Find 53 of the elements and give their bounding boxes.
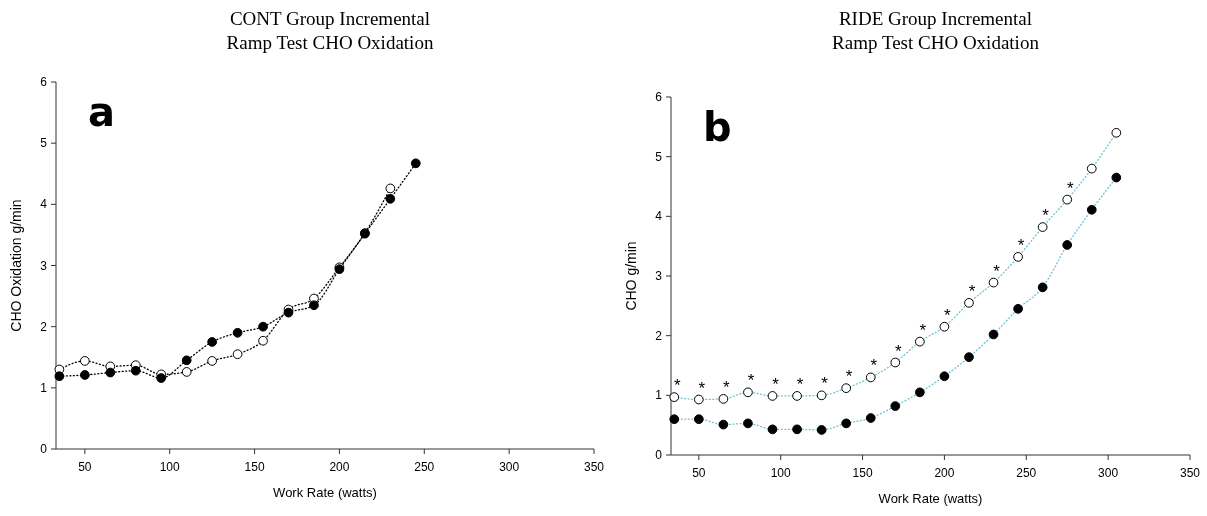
annotation: * <box>845 367 853 387</box>
annotation: * <box>772 374 780 394</box>
y-tick-label: 0 <box>40 442 48 456</box>
annotation: a <box>88 89 115 135</box>
x-tick-label: 300 <box>1098 466 1119 480</box>
x-tick-label: 200 <box>934 466 955 480</box>
x-tick-label: 350 <box>583 460 605 474</box>
y-axis-title: CHO g/min <box>623 241 639 311</box>
annotation: * <box>894 341 902 361</box>
x-tick-label: 50 <box>692 466 706 480</box>
y-tick-label: 2 <box>655 328 663 343</box>
y-tick-label: 3 <box>655 269 663 283</box>
annotation: * <box>1017 235 1025 255</box>
annotation: * <box>821 374 829 394</box>
y-tick-label: 6 <box>40 75 48 89</box>
chart-title: RIDE Group Incremental Ramp Test CHO Oxidation <box>832 8 1040 53</box>
y-tick-label: 3 <box>40 258 48 273</box>
annotation: * <box>870 356 878 376</box>
annotation: * <box>993 261 1001 281</box>
annotation: b <box>703 104 732 150</box>
annotation: * <box>673 376 681 396</box>
x-tick-label: 100 <box>159 460 181 474</box>
y-axis-title: CHO Oxidation g/min <box>8 199 24 332</box>
y-tick-label: 5 <box>655 149 663 164</box>
chart-title: CONT Group Incremental Ramp Test CHO Oxidation <box>226 8 434 53</box>
x-tick-label: 50 <box>78 460 92 474</box>
x-axis-title: Work Rate (watts) <box>878 491 983 506</box>
x-tick-label: 100 <box>770 466 792 480</box>
y-tick-label: 1 <box>655 388 663 403</box>
x-tick-label: 150 <box>244 460 265 474</box>
x-axis-title: Work Rate (watts) <box>273 485 377 500</box>
y-tick-label: 4 <box>655 209 663 224</box>
y-tick-label: 6 <box>655 90 663 104</box>
annotation: * <box>944 305 952 325</box>
x-tick-label: 150 <box>852 466 873 480</box>
annotation: * <box>747 371 755 391</box>
x-tick-label: 350 <box>1179 466 1201 480</box>
annotation: * <box>919 320 927 340</box>
annotation: * <box>968 281 976 301</box>
y-tick-label: 5 <box>40 136 48 151</box>
annotation: * <box>698 378 706 398</box>
x-tick-label: 250 <box>1016 466 1037 480</box>
annotation: * <box>723 377 731 397</box>
annotation: * <box>1042 206 1050 226</box>
y-tick-label: 1 <box>40 380 48 395</box>
y-tick-label: 4 <box>40 197 48 212</box>
x-tick-label: 300 <box>499 460 520 474</box>
annotation: * <box>796 374 804 394</box>
y-tick-label: 0 <box>655 448 663 462</box>
x-tick-label: 200 <box>329 460 350 474</box>
annotation: * <box>1066 178 1074 198</box>
y-tick-label: 2 <box>40 319 48 334</box>
x-tick-label: 250 <box>414 460 435 474</box>
